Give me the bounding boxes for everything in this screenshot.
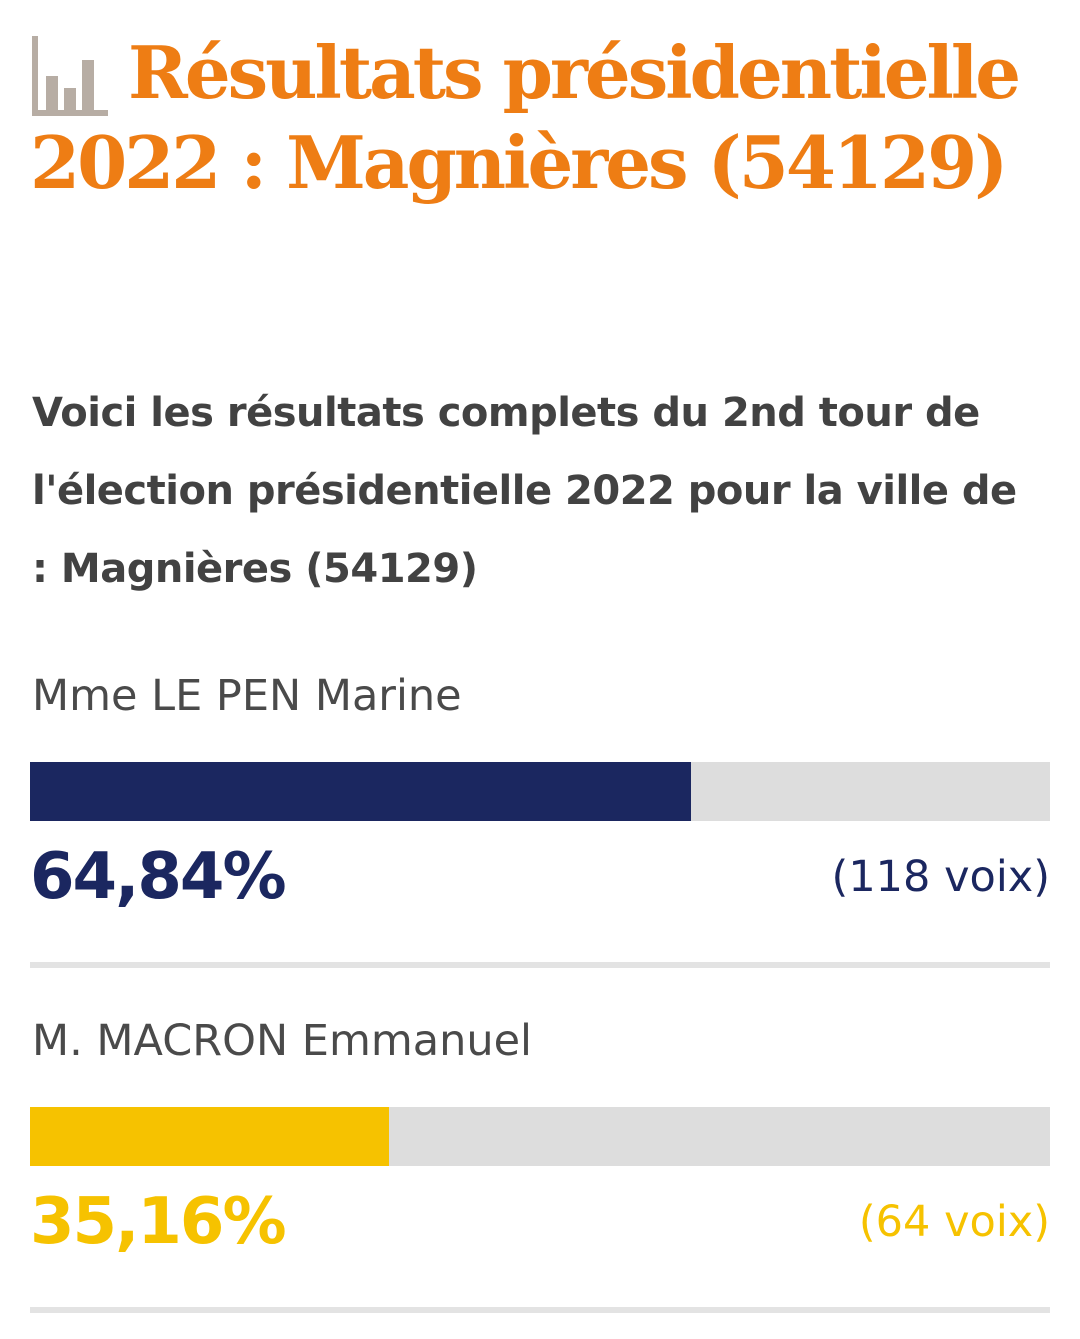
candidate-name: M. MACRON Emmanuel <box>32 1016 532 1066</box>
candidate-result-le-pen: Mme LE PEN Marine 64,84% (118 voix) <box>30 668 1050 968</box>
divider <box>30 1307 1050 1313</box>
candidate-result-macron: M. MACRON Emmanuel 35,16% (64 voix) <box>30 1013 1050 1313</box>
title-block: Résultats présidentielle 2022 : Magnière… <box>30 28 1030 208</box>
divider <box>30 962 1050 968</box>
result-votes: (64 voix) <box>858 1197 1050 1247</box>
result-bar-fill <box>30 1107 389 1166</box>
result-votes: (118 voix) <box>831 852 1050 902</box>
result-bar-fill <box>30 762 692 821</box>
page-title: Résultats présidentielle 2022 : Magnière… <box>30 30 1021 205</box>
result-percentage: 35,16% <box>30 1185 287 1259</box>
result-percentage: 64,84% <box>30 840 287 914</box>
result-bar-track <box>30 1107 1050 1166</box>
bar-chart-icon <box>32 36 108 116</box>
result-bar-track <box>30 762 1050 821</box>
intro-text: Voici les résultats complets du 2nd tour… <box>32 390 1017 592</box>
candidate-name: Mme LE PEN Marine <box>32 671 462 721</box>
